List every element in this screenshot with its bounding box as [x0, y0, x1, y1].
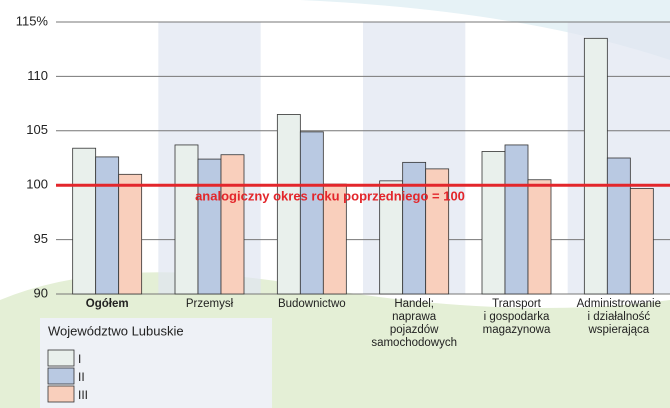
legend-box — [40, 318, 272, 408]
x-tick-label: Budownictwo — [277, 298, 346, 310]
bar — [504, 144, 529, 295]
bar — [174, 144, 199, 295]
overlay: 90 95 100 105 110 115% analogiczny okres roku … — [16, 13, 670, 300]
bar — [220, 154, 245, 295]
bar — [402, 161, 427, 295]
reference-label: analogiczny okres roku poprzedniego = 10… — [195, 189, 465, 204]
legend-swatch — [47, 349, 75, 367]
legend-label: II — [78, 370, 85, 384]
bar — [299, 131, 324, 295]
y-tick-label: 105 — [26, 122, 48, 137]
bar — [606, 157, 631, 295]
x-tick-label: Administrowanie i działalność wspierając… — [576, 298, 662, 336]
bar — [425, 168, 450, 295]
bar — [197, 158, 222, 295]
x-tick-label: Handel; naprawa pojazdów samochodowych — [371, 298, 457, 349]
y-tick-label: 100 — [26, 177, 48, 192]
y-tick-label: 115% — [16, 13, 49, 28]
background-shape — [300, 0, 670, 60]
bar — [72, 147, 97, 295]
legend-label: III — [78, 388, 88, 402]
x-tick-label: Przemysł — [185, 298, 234, 310]
x-tick-label: Transport i gospodarka magazynowa — [482, 298, 551, 336]
legend-label: I — [78, 352, 81, 366]
bar — [629, 188, 654, 295]
legend-title: Województwo Lubuskie — [48, 323, 184, 338]
bar — [276, 114, 301, 295]
bar — [481, 151, 506, 295]
legend-swatch — [47, 385, 75, 403]
bar — [527, 179, 552, 295]
y-tick-label: 95 — [34, 231, 48, 246]
bar — [95, 156, 120, 295]
bar — [583, 37, 608, 295]
legend-swatch — [47, 367, 75, 385]
y-tick-label: 90 — [34, 285, 48, 300]
bar — [118, 173, 143, 295]
x-tick-label: Ogółem — [85, 298, 129, 310]
y-tick-label: 110 — [27, 68, 48, 83]
